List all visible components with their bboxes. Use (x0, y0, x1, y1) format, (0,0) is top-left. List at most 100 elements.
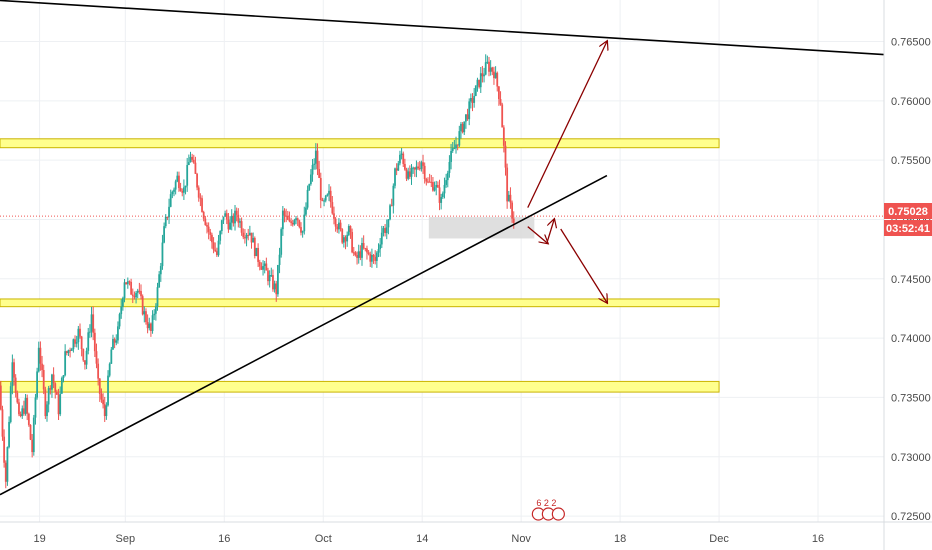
y-tick-label-1: 0.73000 (891, 452, 931, 464)
candle-81 (133, 291, 136, 300)
candle-117 (192, 154, 195, 164)
candle-126 (207, 222, 210, 240)
candle-111 (182, 179, 185, 200)
candle-174 (286, 210, 289, 221)
candle-97 (159, 262, 162, 282)
candle-298 (491, 66, 494, 76)
candle-102 (168, 198, 170, 224)
yellow-zone-2[interactable] (0, 380, 720, 393)
candle-26 (42, 364, 45, 395)
candle-308 (507, 190, 510, 202)
candle-6 (9, 382, 12, 424)
candle-134 (220, 219, 223, 235)
candle-299 (493, 66, 495, 85)
candle-1 (1, 405, 4, 441)
candle-23 (37, 341, 40, 373)
candle-291 (479, 67, 482, 93)
candle-310 (511, 200, 513, 223)
candle-248 (408, 165, 411, 180)
candle-266 (438, 179, 441, 211)
event-flag-icon[interactable] (551, 507, 565, 521)
candle-195 (321, 197, 324, 202)
candle-279 (460, 121, 462, 139)
candle-51 (84, 360, 86, 370)
candle-273 (450, 143, 452, 170)
candle-276 (455, 136, 457, 154)
candle-179 (295, 215, 297, 225)
candle-86 (141, 294, 144, 316)
candle-250 (412, 166, 415, 174)
candle-295 (486, 55, 489, 65)
candle-272 (448, 155, 451, 178)
candle-22 (36, 367, 39, 400)
arrow-small-down[interactable] (527, 226, 548, 244)
candle-38 (62, 375, 65, 383)
upper-resistance-line[interactable] (0, 0, 885, 56)
rising-support-line[interactable] (0, 174, 608, 496)
candle-159 (262, 260, 264, 276)
candle-255 (420, 160, 423, 172)
candle-139 (229, 216, 231, 231)
candle-58 (95, 343, 98, 369)
candle-164 (270, 267, 273, 278)
candle-74 (121, 296, 124, 311)
candle-47 (77, 325, 80, 350)
yellow-zone-1[interactable] (0, 298, 720, 308)
candle-72 (118, 312, 121, 330)
candle-244 (402, 151, 405, 168)
candle-30 (49, 385, 52, 395)
candle-247 (407, 167, 410, 181)
candle-227 (374, 250, 377, 265)
candle-128 (211, 232, 213, 249)
candle-281 (463, 121, 466, 135)
candle-153 (252, 232, 255, 243)
candle-106 (174, 179, 177, 195)
candle-263 (433, 181, 436, 192)
candle-172 (283, 208, 286, 223)
arrow-up-target[interactable] (527, 42, 607, 208)
candle-2 (3, 429, 6, 468)
arrow-small-up[interactable] (546, 219, 555, 242)
candle-40 (65, 350, 68, 356)
candle-306 (504, 141, 507, 176)
candle-176 (290, 217, 292, 227)
candle-27 (44, 386, 47, 420)
candle-194 (319, 172, 322, 209)
candle-87 (143, 306, 146, 323)
candle-17 (27, 412, 30, 427)
yellow-zone-0[interactable] (0, 138, 720, 149)
candle-189 (311, 159, 314, 182)
candle-302 (497, 85, 500, 106)
candle-62 (102, 393, 104, 409)
candle-104 (171, 190, 174, 199)
candle-99 (163, 222, 166, 244)
candle-236 (389, 203, 391, 221)
candle-143 (235, 207, 238, 222)
candle-152 (250, 232, 253, 249)
candle-187 (308, 183, 311, 191)
candle-137 (225, 209, 228, 225)
projection-arrows[interactable] (527, 42, 607, 303)
candle-52 (85, 347, 88, 370)
grey-consolidation-box[interactable] (428, 217, 535, 239)
candle-59 (97, 358, 100, 386)
trendlines[interactable] (0, 0, 885, 496)
candle-199 (328, 184, 330, 202)
x-tick-label-5: Nov (511, 533, 531, 545)
x-tick-label-3: Oct (315, 533, 332, 545)
arrow-down-target[interactable] (560, 228, 607, 303)
candle-154 (253, 236, 256, 259)
candle-76 (125, 282, 128, 285)
candle-289 (476, 77, 479, 92)
candle-105 (173, 187, 175, 197)
candle-197 (324, 194, 327, 203)
candle-206 (339, 219, 342, 232)
event-badge[interactable]: 6 2 2 (531, 498, 565, 521)
candle-216 (356, 251, 358, 265)
candle-275 (453, 139, 456, 150)
y-tick-label-6: 0.75500 (891, 155, 931, 167)
candle-116 (191, 153, 194, 163)
candle-280 (461, 122, 464, 134)
